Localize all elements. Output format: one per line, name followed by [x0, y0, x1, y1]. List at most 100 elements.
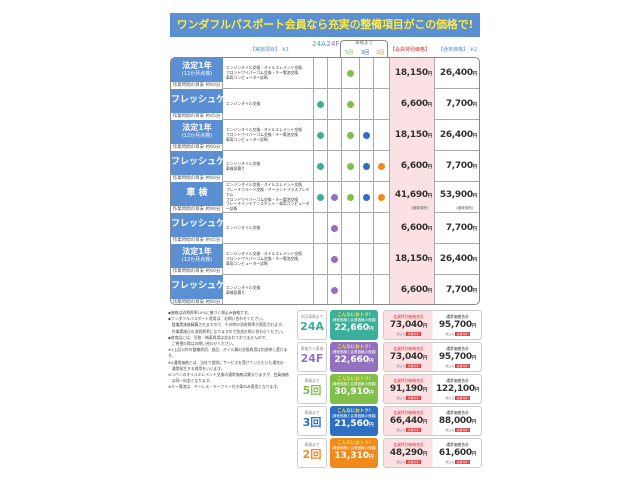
task-list: エンジンオイル交換・オイルエレメント交換 フロントワイパーゴム交換・キー電池交換車… [226, 244, 312, 275]
service-name: フレッシュケア [171, 281, 235, 291]
normal-total-amount: 122,100円 [433, 384, 482, 396]
task-list: エンジンオイル交換・オイルエレメント交換 フロントワイパーゴム交換・キー電池交換車… [226, 120, 312, 151]
task-list: エンジンオイル交換 車検見積り [226, 275, 312, 304]
service-label: 法定1年 (12か月点検) 作業時間の目安 約60分 [171, 120, 223, 151]
tax-tag: 税込み 諸費用別 [433, 427, 482, 432]
normal-total: 通常価格合計 88,000円 税込み 諸費用別 [433, 407, 482, 435]
yen-unit: 円 [471, 451, 477, 457]
normal-total-amount: 95,700円 [433, 352, 482, 364]
page-title: ワンダフルパスポート会員なら充実の整備項目がこの価格で! [170, 13, 480, 37]
tax-tag: 税込み 諸費用別 [433, 459, 482, 464]
yen-unit: 円 [427, 103, 433, 108]
plan-cell-5 [341, 213, 359, 244]
fee-tag: 諸費用別 [455, 331, 470, 336]
member-price: 18,150円 [389, 120, 434, 151]
member-price-note: (諸費用別) [411, 206, 428, 210]
plan-cell-3 [359, 58, 373, 89]
note-line: ※1上記以外の整備費用、部品、オイル類の交換費用は別途申し受けます。 [168, 347, 288, 359]
plan-cell-24A [313, 275, 327, 304]
normal-price-note: (諸費用別) [456, 206, 473, 210]
savings-amount: 22,660円 [330, 322, 378, 336]
note-line: は同一料金となります。 [168, 378, 214, 384]
service-sub: (12か月点検) [181, 71, 213, 77]
plan-cell-2 [373, 58, 389, 89]
included-dot [331, 287, 338, 294]
member-total-value: 73,040 [389, 319, 423, 330]
plan-row: 次回車検まで 24A こんなにおトク! (通常価格と会員価格の差額) 22,660円 会員… [297, 310, 482, 340]
service-name: 法定1年 [182, 123, 212, 132]
plan-cell-5 [341, 182, 359, 213]
col-24f: 24F [326, 40, 340, 48]
note-line: ※コペンのオイルエレメント交換の通常価格は異なりますが、会員価格 [168, 372, 289, 378]
yen-unit: 円 [474, 387, 480, 393]
plan-label: 車検まで 5回 [297, 374, 327, 404]
plan-cell-2 [373, 151, 389, 182]
plan-cell-3 [359, 182, 373, 213]
plan-totals: 会員特別価格合計 73,040円 税込み 諸費用別 通常価格合計 95,700円 税込み … [383, 310, 482, 340]
normal-price: 26,400円 [434, 244, 479, 275]
service-label: 法定1年 (12か月点検) 作業時間の目安 約60分 [171, 244, 223, 275]
fee-tag: 諸費用別 [455, 363, 470, 368]
task-item: 車両コンピューター診断 [226, 260, 268, 266]
table-row: 車 検作業時間の目安 約90分 エンジンオイル交換・オイルエレメント交換 ブレーキフ… [171, 182, 479, 213]
yen-unit: 円 [422, 323, 428, 329]
service-name: 法定1年 [182, 247, 212, 256]
plan-row: 車検まで 5回 こんなにおトク! (通常価格と会員価格の差額) 30,910円 会員特別価… [297, 374, 482, 404]
work-time: 作業時間の目安 約60分 [171, 268, 223, 275]
normal-total-amount: 95,700円 [433, 320, 482, 332]
fee-tag: 諸費用別 [406, 363, 421, 368]
normal-price: 7,700円 [434, 275, 479, 304]
normal-total: 通常価格合計 61,600円 税込み 諸費用別 [433, 439, 482, 467]
plan-name: 2回 [302, 447, 322, 461]
plan-cell-24A [313, 89, 327, 120]
normal-total-amount: 61,600円 [433, 448, 482, 460]
task-item: エンジンオイル交換 [226, 225, 261, 231]
member-total-value: 91,190 [389, 383, 423, 394]
service-sub: (12か月点検) [181, 133, 213, 139]
tax-tag: 税込み 諸費用別 [384, 427, 433, 432]
plan-name: 24A [300, 319, 324, 333]
yen-unit: 円 [369, 391, 374, 396]
member-total-amount: 48,290円 [384, 448, 433, 460]
note-line: 整備実施後精算されますので、その時の消費税率が適用されます。 [168, 322, 286, 328]
table-row: フレッシュケア作業時間の目安 約60分 エンジンオイル交換 車検見積り 6,600円 7… [171, 275, 479, 304]
yen-unit: 円 [422, 355, 428, 361]
tax-label: 税込み [445, 331, 455, 336]
normal-total-label: 通常価格合計 [446, 442, 469, 447]
fee-tag: 諸費用別 [406, 395, 421, 400]
tax-tag: 税込み 諸費用別 [433, 331, 482, 336]
tax-tag: 税込み 諸費用別 [384, 363, 433, 368]
col-3: 3回 [360, 50, 370, 56]
service-name: フレッシュケア [171, 157, 235, 167]
service-label: フレッシュケア 作業時間の目安 約60分 [171, 151, 235, 182]
task-item: ブレーキフルード交換・クーラントプラスプレミアム [226, 186, 310, 197]
yen-unit: 円 [472, 258, 478, 263]
member-price: 18,150円 [389, 58, 434, 89]
plan-label-top: 車検まで [304, 410, 320, 415]
task-item: 車両コンピューター診断 [226, 136, 268, 142]
task-item: フロントワイパーゴム交換・キー電池交換 [226, 196, 299, 202]
normal-price-value: 7,700 [445, 223, 473, 233]
member-header: 【会員特別価格】 [390, 47, 431, 53]
normal-price-value: 26,400 [439, 68, 473, 78]
member-price-value: 18,150 [394, 130, 428, 140]
savings-amount: 30,910円 [330, 386, 378, 400]
yen-unit: 円 [369, 423, 374, 428]
member-price: 6,600円 [389, 275, 434, 304]
member-total-label: 会員特別価格合計 [393, 442, 424, 447]
fee-tag: 諸費用別 [406, 331, 421, 336]
normal-header-label: 【通常価格】 [438, 47, 469, 53]
plan-cell-5 [341, 89, 359, 120]
savings-amount: 21,560円 [330, 418, 378, 432]
member-price-value: 41,690 [394, 190, 428, 200]
work-time: 作業時間の目安 約60分 [171, 299, 223, 304]
notes: ◆価格は消費税率10%に基づく税込み価格です。 ◆ワンダフルパスポート費用は、お問… [168, 310, 292, 391]
yen-unit: 円 [472, 103, 478, 108]
plan-cell-2 [373, 182, 389, 213]
member-total: 会員特別価格合計 48,290円 税込み 諸費用別 [384, 439, 433, 467]
work-time: 作業時間の目安 約90分 [171, 206, 223, 213]
included-dot [363, 132, 370, 139]
yen-unit: 円 [427, 289, 433, 294]
fee-tag: 諸費用別 [406, 459, 421, 464]
yen-unit: 円 [427, 194, 433, 199]
